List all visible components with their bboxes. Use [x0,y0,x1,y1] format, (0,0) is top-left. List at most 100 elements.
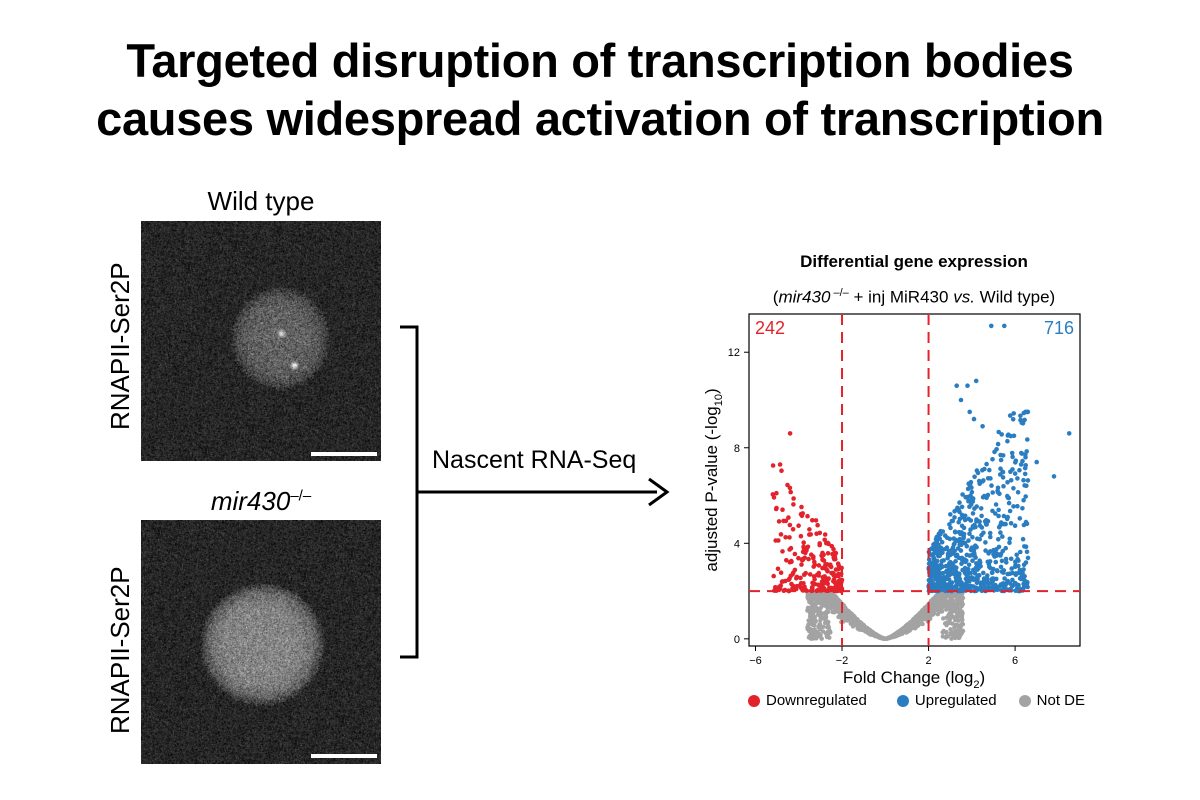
point-upregulated [974,504,979,509]
point-upregulated [1001,581,1006,586]
point-upregulated [1021,410,1027,416]
point-upregulated [959,561,964,566]
point-downregulated [783,535,788,540]
flow-bracket-arrow [400,325,670,659]
point-not-de [823,631,829,636]
point-downregulated [808,532,813,537]
point-upregulated [970,534,975,540]
point-upregulated [1012,471,1018,476]
scale-bar-top [311,452,377,456]
point-downregulated [784,558,789,563]
point-upregulated [1012,523,1018,528]
point-not-de [950,632,956,637]
point-not-de [954,631,959,637]
point-upregulated [986,551,991,556]
wild-type-label: Wild type [207,186,315,216]
point-downregulated [831,546,836,552]
point-upregulated [965,571,971,577]
point-not-de [828,606,833,611]
point-not-de [916,615,921,621]
point-upregulated [933,536,939,542]
point-downregulated [789,559,794,564]
microscopy-image-mir430 [141,520,381,764]
chart-subtitle: (mir430 –/– + inj MiR430 vs. Wild type) [772,287,1056,307]
point-upregulated [990,508,995,514]
mir430-label-sup: –/– [290,487,312,505]
point-upregulated [991,547,996,553]
point-upregulated [997,583,1003,589]
point-not-de [805,625,811,630]
point-upregulated [1019,450,1024,456]
point-upregulated [978,506,984,511]
point-upregulated [937,574,942,579]
point-upregulated [990,584,996,589]
point-not-de [851,616,857,621]
y-tick-label: 0 [734,634,740,646]
point-upregulated [947,572,953,578]
point-downregulated [830,570,835,576]
point-upregulated [1024,483,1029,489]
point-not-de [918,620,923,625]
point-upregulated [943,563,949,569]
point-outlier [989,323,994,329]
legend-label-up: Upregulated [914,692,997,709]
point-upregulated [1018,549,1023,555]
nascent-rna-seq-label: Nascent RNA-Seq [432,446,637,474]
point-not-de [958,597,964,603]
point-not-de [818,627,823,632]
point-upregulated [988,534,993,540]
point-upregulated [995,485,1001,491]
point-downregulated [825,540,831,546]
point-upregulated [962,513,968,519]
point-upregulated [964,495,970,500]
point-upregulated [1003,545,1008,551]
point-not-de [942,594,947,599]
point-upregulated [948,512,953,517]
point-upregulated [1024,549,1030,555]
point-downregulated [825,569,830,574]
point-downregulated [802,555,807,561]
point-not-de [807,628,812,634]
legend-dot-notde [1018,694,1031,707]
point-upregulated [1011,504,1016,509]
point-not-de [827,600,832,605]
point-upregulated [1001,484,1006,489]
point-downregulated [819,579,825,585]
point-downregulated [807,572,813,577]
point-upregulated [948,525,953,531]
point-upregulated [1000,548,1006,554]
point-downregulated [770,463,776,468]
point-not-de [826,625,832,630]
point-downregulated [773,585,778,590]
point-upregulated [962,565,968,571]
point-upregulated [1023,463,1028,468]
point-downregulated [822,537,827,543]
point-upregulated [1018,413,1023,419]
point-upregulated [962,517,968,523]
point-not-de [857,620,862,626]
point-downregulated [791,502,796,507]
point-downregulated [799,504,804,510]
point-downregulated [835,561,841,566]
mir430-label-text: mir430 [210,486,291,516]
point-upregulated [958,548,964,553]
point-not-de [821,593,827,598]
point-upregulated [1005,493,1010,499]
point-outlier [971,416,977,422]
point-upregulated [963,584,968,589]
point-upregulated [1015,503,1020,509]
point-downregulated [813,518,819,523]
point-upregulated [1023,544,1029,549]
point-upregulated [1017,576,1023,581]
point-upregulated [963,559,968,565]
point-upregulated [929,546,934,552]
point-not-de [818,615,823,620]
point-downregulated [817,542,822,548]
point-upregulated [1008,521,1014,526]
point-upregulated [937,536,943,542]
point-not-de [809,633,814,638]
point-downregulated [805,513,810,519]
point-not-de [936,597,941,602]
point-upregulated [970,558,975,563]
point-upregulated [975,567,980,572]
